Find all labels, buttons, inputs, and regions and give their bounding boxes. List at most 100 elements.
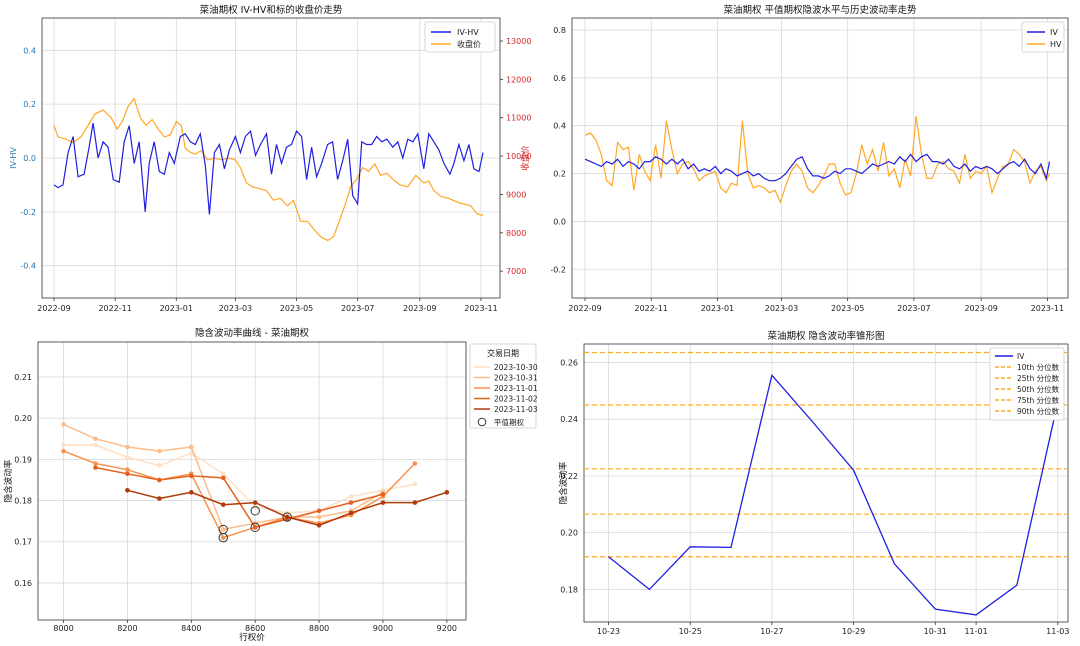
x-tick-label: 2023-09 [403,304,436,313]
x-tick-label: 2023-07 [897,304,930,313]
chart2-title: 菜油期权 平值期权隐波水平与历史波动率走势 [723,4,917,16]
smile-point [412,481,418,487]
x-tick-label: 9200 [437,624,457,633]
chart2-legend: IV HV [1021,21,1065,53]
y-tick-label: 0.2 [23,100,36,109]
y-tick-label: 0.17 [14,538,32,547]
legend-label: IV [1017,352,1025,361]
smile-point [348,494,354,499]
legend-label: 2023-10-30 [494,363,538,372]
legend-label: 2023-11-02 [494,395,538,404]
y-axis-label: 隐含波动率 [558,461,569,504]
y-axis-label: IV-HV [9,147,18,169]
chart4-title: 菜油期权 隐含波动率锥形图 [767,330,884,342]
smile-point [157,448,162,454]
x-tick-label: 8600 [245,624,265,633]
x-tick-label: 2023-01 [160,304,193,313]
y2-tick-label: 7000 [506,267,526,276]
smile-point [252,525,258,530]
legend-atm-marker [477,417,487,427]
legend-label: IV-HV [457,28,479,37]
y-tick-label: -0.4 [20,262,36,271]
smile-point [220,475,226,481]
x-tick-label: 2023-09 [964,304,997,313]
smile-point [284,514,290,520]
x-tick-label: 2022-09 [568,304,601,313]
smile-point [220,527,226,532]
legend-label: 25th 分位数 [1017,373,1060,383]
y-axis-label: 隐含波动率 [3,459,14,502]
chart-iv-hv-trend: 2022-09 2022-11 2023-01 2023-03 2023-05 2023-… [550,4,1069,313]
smile-line-2023-10-30 [63,444,416,514]
x-tick-label: 2022-11 [635,304,668,313]
y-tick-label: 0.26 [560,358,578,367]
x-tick-label: 2023-03 [219,304,252,313]
x-tick-label: 9000 [373,624,393,633]
x-tick-label: 2022-09 [37,304,70,313]
x-axis-label: 行权价 [239,632,265,643]
y-tick-label: 0.16 [14,579,32,588]
smile-point [220,502,226,507]
y-tick-label: 0.20 [14,414,32,423]
smile-point [348,510,354,516]
x-tick-label: 10-31 [924,627,947,636]
chart3-title: 隐含波动率曲线 - 菜油期权 [195,327,309,339]
legend-label: IV [1050,28,1058,37]
legend-label: 2023-11-01 [494,384,538,393]
chart3-plot-frame [37,341,467,621]
smile-point [157,463,162,468]
smile-point [125,487,130,493]
smile-point [125,467,130,472]
smile-point [157,496,162,501]
smile-point [444,490,450,495]
y-tick-label: 0.6 [553,74,566,83]
smile-point [412,461,418,466]
y-tick-label: 0.0 [23,154,36,163]
smile-point [220,471,226,477]
smile-point [316,522,322,528]
iv-hv-line [53,122,484,215]
legend-label: 2023-10-31 [494,374,538,383]
y-tick-label: 0.2 [553,170,566,179]
chart2-plot-frame [571,17,1069,299]
x-tick-label: 10-29 [842,627,865,636]
smile-line-2023-11-02 [95,466,384,529]
x-tick-label: 8000 [53,624,73,633]
smile-point [189,490,194,495]
atm-marker [250,506,260,516]
y2-tick-label: 10000 [506,152,531,161]
y-tick-label: -0.2 [20,208,36,217]
x-tick-label: 2023-03 [765,304,798,313]
smile-point [348,500,354,505]
smile-point [61,448,66,454]
y2-tick-label: 11000 [506,114,531,123]
chart-iv-cone: 10-23 10-25 10-27 10-29 10-31 11-01 11-03 0.18 0… [558,330,1069,636]
legend-label: HV [1050,40,1062,49]
x-tick-label: 2023-05 [831,304,864,313]
smile-point [189,473,194,479]
x-tick-label: 10-23 [597,627,620,636]
smile-point [316,514,322,520]
atm-marker [250,522,260,533]
legend-box [469,343,537,429]
atm-marker [218,524,228,535]
y-tick-label: 0.0 [553,217,566,226]
y-tick-label: 0.4 [553,122,566,131]
y-tick-label: 0.21 [14,373,32,382]
smile-point [93,442,98,448]
x-tick-label: 2022-11 [98,304,131,313]
chart4-plot-frame [583,343,1069,623]
chart-iv-hv-price: 2022-09 2022-11 2023-01 2023-03 2023-05 2023-… [9,4,531,313]
x-tick-label: 8200 [117,624,137,633]
legend-label: 收盘价 [457,39,481,49]
y-tick-label: 0.18 [14,497,32,506]
y-tick-label: 0.24 [560,415,578,424]
smile-point [157,477,162,483]
legend-label: 平值期权 [494,417,524,427]
x-tick-label: 10-25 [679,627,702,636]
smile-point [125,471,130,477]
iv-cone-line [608,373,1059,616]
